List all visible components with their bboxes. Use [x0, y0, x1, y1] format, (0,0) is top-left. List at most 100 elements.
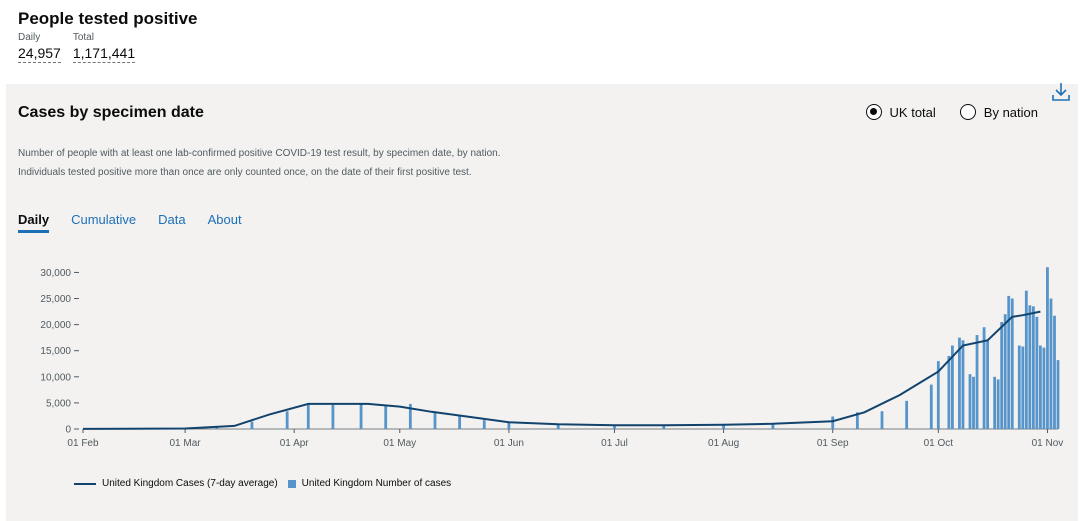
bar	[556, 424, 560, 429]
chart-legend: United Kingdom Cases (7-day average) Uni…	[74, 478, 451, 489]
bar	[215, 427, 219, 429]
stat-total-label: Total	[72, 32, 94, 43]
cases-chart: 0 5,000 10,000 15,000 20,000 25,000 30,000 01 …	[40, 267, 1063, 449]
legend-label-cases: United Kingdom Number of cases	[301, 478, 452, 489]
bar	[384, 406, 388, 429]
y-tick-label: 30,000	[40, 268, 71, 279]
bar	[855, 412, 859, 429]
radio-uk-total-label: UK total	[889, 104, 936, 120]
bar	[1010, 298, 1014, 429]
stat-daily-value[interactable]: 24,957	[18, 45, 61, 63]
card-title: Cases by specimen date	[18, 104, 204, 121]
bar	[1024, 290, 1028, 429]
download-icon[interactable]	[1050, 81, 1072, 103]
bar	[331, 404, 335, 429]
x-tick-label: 01 Oct	[924, 438, 954, 449]
bar	[507, 422, 511, 429]
card-tabs: Daily Cumulative Data About	[18, 212, 242, 233]
bar	[831, 416, 835, 429]
bar	[951, 345, 954, 429]
y-tick-label: 0	[65, 425, 71, 436]
bar	[993, 376, 997, 429]
stat-daily: Daily 24,957	[18, 32, 61, 63]
y-tick-label: 15,000	[40, 346, 71, 357]
radio-uk-total-circle[interactable]	[865, 104, 882, 120]
bar	[662, 425, 666, 429]
bar	[1056, 360, 1060, 429]
bar	[958, 337, 961, 429]
legend-label-average: United Kingdom Cases (7-day average)	[102, 478, 278, 489]
bar	[250, 421, 254, 429]
bar	[1007, 295, 1011, 429]
tab-about[interactable]: About	[207, 212, 242, 227]
legend-item-cases: United Kingdom Number of cases	[287, 478, 452, 489]
bar	[722, 424, 726, 429]
bar	[771, 424, 775, 429]
bar	[359, 403, 363, 429]
headline-stats: Daily 24,957 Total 1,171,441	[18, 32, 198, 63]
bar	[408, 403, 412, 429]
bar	[306, 403, 310, 429]
average-line	[82, 310, 1041, 430]
tab-data[interactable]: Data	[158, 212, 186, 227]
y-axis: 0 5,000 10,000 15,000 20,000 25,000 30,000	[40, 268, 79, 436]
bar	[968, 374, 972, 429]
stat-daily-label: Daily	[18, 32, 41, 43]
card-description: Number of people with at least one lab-c…	[18, 148, 501, 178]
view-radio-group: UK total By nation	[865, 104, 1038, 120]
x-tick-label: 01 Mar	[170, 438, 202, 449]
tab-cumulative[interactable]: Cumulative	[71, 212, 137, 227]
bar	[929, 384, 933, 429]
bar	[972, 376, 975, 429]
bar	[936, 361, 940, 429]
bar	[961, 340, 965, 429]
x-tick-label: 01 Jun	[494, 438, 524, 449]
x-tick-label: 01 May	[383, 438, 416, 449]
bar-series	[81, 267, 1060, 429]
bar	[1003, 314, 1007, 429]
bar	[1039, 345, 1042, 429]
legend-bar-swatch	[287, 479, 296, 488]
bar	[1000, 322, 1004, 429]
chart-card: Cases by specimen date UK total By natio…	[6, 81, 1078, 521]
stat-total: Total 1,171,441	[72, 32, 136, 63]
legend-item-average: United Kingdom Cases (7-day average)	[74, 478, 278, 489]
x-tick-label: 01 Apr	[280, 438, 310, 449]
bar	[982, 327, 986, 429]
x-tick-label: 01 Jul	[601, 438, 628, 449]
bar	[975, 335, 979, 429]
bar	[285, 411, 289, 429]
line-series	[82, 310, 1041, 430]
y-tick-label: 10,000	[40, 372, 71, 383]
radio-by-nation[interactable]: By nation	[959, 104, 1038, 120]
bar	[1042, 347, 1046, 429]
x-tick-label: 01 Sep	[817, 438, 849, 449]
bar	[1049, 298, 1053, 429]
y-tick-label: 20,000	[40, 320, 71, 331]
stat-total-value[interactable]: 1,171,441	[72, 45, 136, 63]
radio-by-nation-circle[interactable]	[959, 104, 976, 120]
bar	[1017, 345, 1021, 429]
radio-uk-total[interactable]: UK total	[865, 104, 936, 120]
bar	[1035, 316, 1039, 429]
bar	[482, 420, 486, 429]
headline: People tested positive Daily 24,957 Tota…	[18, 8, 198, 63]
x-axis: 01 Feb 01 Mar 01 Apr 01 May 01 Jun 01 Jul 01 A…	[67, 428, 1063, 449]
headline-title: People tested positive	[18, 9, 198, 28]
bar	[1053, 315, 1056, 429]
tab-daily[interactable]: Daily	[18, 212, 50, 233]
radio-by-nation-label: By nation	[983, 104, 1038, 120]
bar	[1046, 267, 1049, 429]
legend-line-swatch	[74, 482, 96, 485]
bar	[433, 411, 437, 429]
bar	[905, 400, 909, 429]
bar	[1031, 306, 1035, 429]
bar	[880, 411, 884, 429]
bar	[458, 415, 462, 429]
bar	[613, 425, 616, 429]
bar	[986, 340, 990, 429]
y-tick-label: 25,000	[40, 294, 71, 305]
x-tick-label: 01 Aug	[708, 438, 739, 449]
bar	[1021, 346, 1025, 429]
x-tick-label: 01 Feb	[67, 438, 99, 449]
